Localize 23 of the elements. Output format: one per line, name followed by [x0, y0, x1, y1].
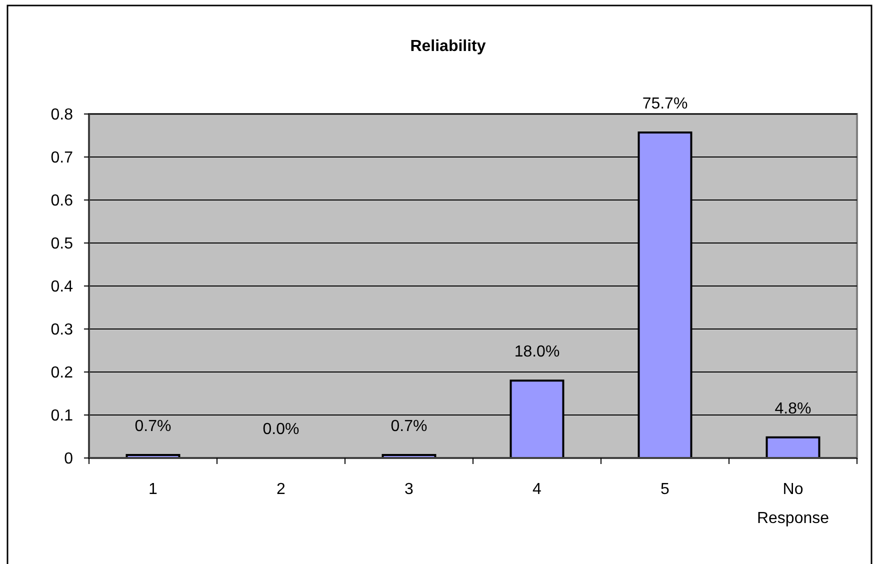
- y-tick-label: 0.8: [50, 106, 74, 124]
- data-label: 75.7%: [642, 95, 688, 112]
- data-label: 18.0%: [514, 344, 560, 361]
- bar: [766, 436, 820, 459]
- y-tick-label: 0.3: [50, 322, 74, 339]
- x-tick-label: 2: [276, 481, 286, 498]
- data-label: 0.7%: [390, 418, 428, 435]
- x-tick-label: 5: [660, 481, 670, 498]
- x-tick-label: 1: [148, 481, 158, 498]
- x-tick-label: No Response: [756, 481, 830, 527]
- data-label: 0.0%: [262, 421, 300, 438]
- y-tick-label: 0: [64, 450, 74, 468]
- chart-title: Reliability: [410, 38, 486, 55]
- y-tick-label: 0.2: [50, 364, 74, 382]
- data-label: 0.7%: [134, 418, 172, 435]
- data-label: 4.8%: [774, 400, 812, 418]
- x-tick-label: 3: [404, 481, 414, 498]
- y-tick-label: 0.4: [50, 278, 74, 296]
- y-tick-label: 0.1: [50, 408, 74, 425]
- y-tick-label: 0.5: [50, 236, 74, 253]
- x-tick-label: 4: [532, 481, 542, 498]
- y-tick-label: 0.6: [50, 192, 74, 210]
- y-tick-label: 0.7: [50, 150, 74, 167]
